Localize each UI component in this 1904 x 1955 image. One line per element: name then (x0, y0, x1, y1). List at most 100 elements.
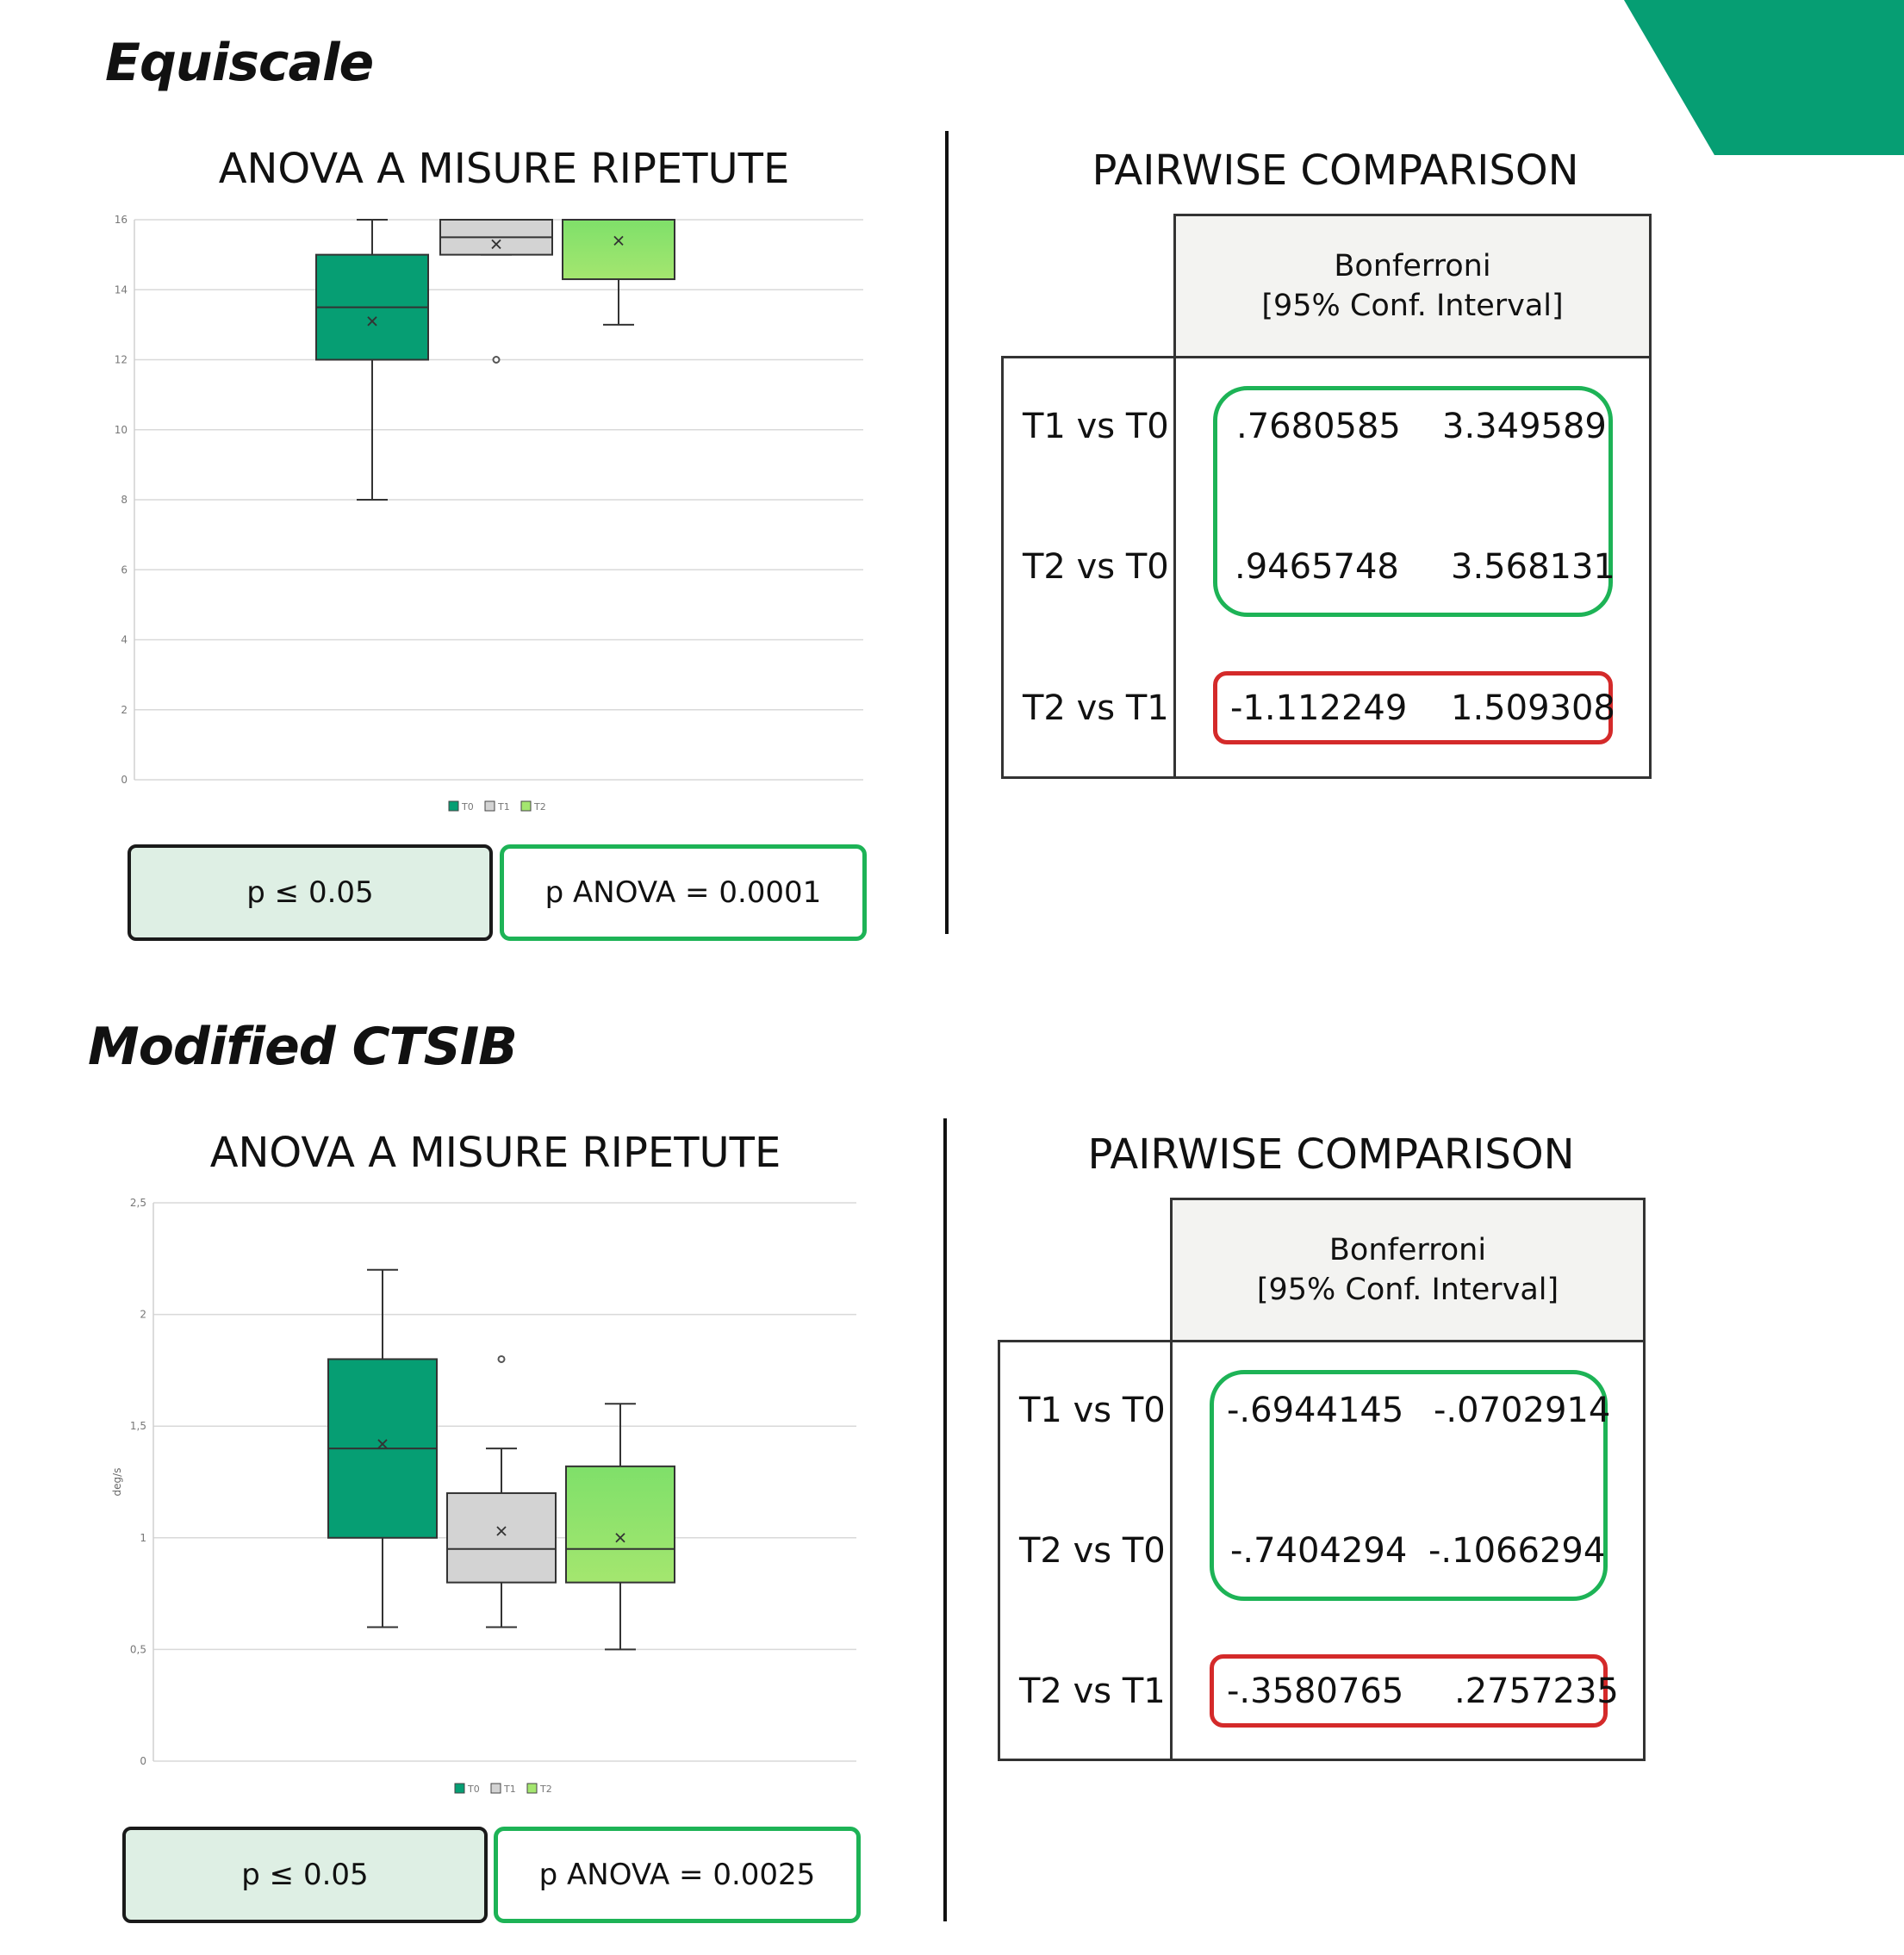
box-series-t2 (562, 219, 675, 326)
mean-marker (615, 1533, 625, 1543)
mean-marker (367, 316, 377, 327)
y-tick-label: 1 (140, 1532, 146, 1544)
y-tick-label: 16 (115, 214, 128, 226)
section-divider-line (945, 131, 949, 934)
legend-label: T1 (497, 801, 510, 813)
box-iqr (565, 1465, 675, 1584)
boxplot-svg: 0 0,5 1 1,5 2 2,5 deg/s T0 T1 T2 (111, 1197, 856, 1795)
section-divider-line (943, 1118, 947, 1921)
not-significant-highlight (1210, 1654, 1608, 1728)
box-series-t0 (315, 219, 429, 501)
boxplot-modified-ctsib: 0 0,5 1 1,5 2 2,5 deg/s T0 T1 T2 (103, 1189, 879, 1801)
box-iqr (446, 1491, 557, 1584)
y-tick-label: 6 (121, 563, 128, 576)
p-threshold-label: p ≤ 0.05 (246, 875, 374, 910)
boxplot-equiscale: 0 2 4 6 8 10 12 14 16 T0 T1 T2 (103, 207, 879, 819)
y-tick-label: 4 (121, 634, 128, 646)
ci-high-t1-vs-t0: 3.349589 (1442, 407, 1607, 446)
brand-corner-polygon (1624, 0, 1904, 155)
significant-highlight (1210, 1370, 1608, 1601)
pairwise-header: Bonferroni [95% Conf. Interval] (1170, 1198, 1646, 1342)
box-series-t1 (446, 1354, 557, 1628)
mean-marker (491, 239, 501, 250)
ci-low-t2-vs-t0: .9465748 (1235, 547, 1399, 587)
ci-high-t2-vs-t0: -.1066294 (1428, 1531, 1606, 1571)
row-label-t2-vs-t0: T2 vs T0 (1023, 547, 1169, 587)
box-series-t1 (439, 219, 553, 364)
y-tick-label: 1,5 (130, 1420, 146, 1432)
pairwise-header-ci: [95% Conf. Interval] (1261, 289, 1564, 323)
y-tick-label: 0 (140, 1755, 146, 1767)
y-tick-label: 0,5 (130, 1643, 146, 1655)
row-label-t1-vs-t0: T1 vs T0 (1019, 1391, 1166, 1430)
y-tick-label: 12 (115, 354, 128, 366)
box-series-t0 (327, 1268, 438, 1628)
y-axis-label: deg/s (111, 1468, 123, 1497)
pairwise-column-divider (1173, 356, 1176, 779)
ci-low-t2-vs-t1: -1.112249 (1230, 688, 1408, 728)
ci-high-t1-vs-t0: -.0702914 (1434, 1391, 1611, 1430)
pairwise-header-ci: [95% Conf. Interval] (1256, 1273, 1559, 1307)
pairwise-column-divider (1170, 1340, 1173, 1761)
mean-marker (613, 235, 624, 246)
y-tick-label: 10 (115, 424, 128, 436)
legend-label: T0 (461, 801, 474, 813)
box-series-t2 (565, 1403, 675, 1651)
anova-title-equiscale: ANOVA A MISURE RIPETUTE (218, 145, 790, 193)
legend-swatch (484, 800, 495, 812)
p-anova-label: p ANOVA = 0.0025 (538, 1858, 816, 1892)
not-significant-highlight (1213, 671, 1613, 744)
ci-high-t2-vs-t0: 3.568131 (1451, 547, 1615, 587)
pairwise-header-method: Bonferroni (1328, 1233, 1487, 1267)
legend-swatch (526, 1783, 538, 1794)
boxplot-svg: 0 2 4 6 8 10 12 14 16 T0 T1 T2 (115, 214, 863, 813)
ci-low-t2-vs-t1: -.3580765 (1227, 1672, 1404, 1711)
pairwise-title-ctsib: PAIRWISE COMPARISON (1087, 1130, 1575, 1179)
ci-low-t2-vs-t0: -.7404294 (1230, 1531, 1408, 1571)
legend-label: T2 (533, 801, 546, 813)
chart-legend: T0 T1 T2 (448, 800, 546, 813)
pairwise-body (998, 1340, 1646, 1761)
anova-title-ctsib: ANOVA A MISURE RIPETUTE (209, 1129, 781, 1177)
row-label-t2-vs-t1: T2 vs T1 (1023, 688, 1169, 728)
legend-swatch (520, 800, 532, 812)
legend-label: T1 (503, 1784, 516, 1795)
y-tick-label: 2 (121, 704, 128, 716)
chart-legend: T0 T1 T2 (454, 1783, 552, 1795)
p-threshold-box-ctsib: p ≤ 0.05 (122, 1827, 488, 1923)
legend-swatch (454, 1783, 465, 1794)
mean-marker (496, 1526, 507, 1536)
p-anova-label: p ANOVA = 0.0001 (544, 875, 822, 910)
row-label-t1-vs-t0: T1 vs T0 (1023, 407, 1169, 446)
ci-high-t2-vs-t1: 1.509308 (1451, 688, 1615, 728)
section-title-equiscale: Equiscale (105, 33, 374, 93)
y-tick-label: 8 (121, 494, 128, 506)
outlier-point (497, 1354, 506, 1363)
pairwise-title-equiscale: PAIRWISE COMPARISON (1092, 146, 1579, 195)
box-iqr (562, 219, 675, 281)
ci-high-t2-vs-t1: .2757235 (1454, 1672, 1619, 1711)
pairwise-header-method: Bonferroni (1334, 249, 1491, 283)
p-threshold-label: p ≤ 0.05 (241, 1858, 369, 1892)
legend-label: T2 (539, 1784, 552, 1795)
ci-low-t1-vs-t0: -.6944145 (1227, 1391, 1404, 1430)
row-label-t2-vs-t0: T2 vs T0 (1019, 1531, 1166, 1571)
p-anova-box-ctsib: p ANOVA = 0.0025 (494, 1827, 861, 1923)
significant-highlight (1213, 386, 1613, 617)
legend-label: T0 (467, 1784, 480, 1795)
pairwise-header: Bonferroni [95% Conf. Interval] (1173, 214, 1652, 358)
p-threshold-box-equiscale: p ≤ 0.05 (128, 844, 493, 941)
outlier-point (492, 356, 501, 364)
y-tick-label: 2 (140, 1309, 146, 1321)
legend-swatch (448, 800, 459, 812)
y-tick-label: 2,5 (130, 1197, 146, 1209)
section-title-modified-ctsib: Modified CTSIB (88, 1017, 518, 1077)
p-anova-box-equiscale: p ANOVA = 0.0001 (500, 844, 867, 941)
row-label-t2-vs-t1: T2 vs T1 (1019, 1672, 1166, 1711)
legend-swatch (490, 1783, 501, 1794)
mean-marker (377, 1439, 388, 1449)
pairwise-body (1001, 356, 1652, 779)
ci-low-t1-vs-t0: .7680585 (1236, 407, 1401, 446)
y-tick-label: 14 (115, 283, 128, 296)
y-tick-label: 0 (121, 774, 128, 786)
